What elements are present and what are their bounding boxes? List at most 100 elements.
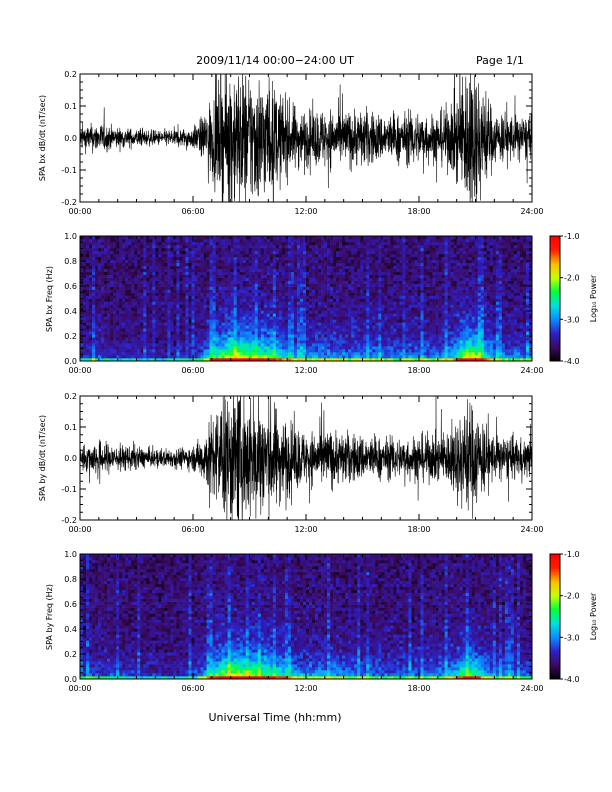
- spectrogram-cell: [290, 352, 295, 356]
- spectrogram-cell: [324, 250, 328, 255]
- spectrogram-cell: [233, 250, 237, 255]
- spectrogram-cell: [372, 236, 376, 240]
- spectrogram-cell: [215, 334, 219, 338]
- spectrogram-cell: [215, 274, 219, 278]
- spectrogram-cell: [327, 262, 331, 267]
- spectrogram-cell: [101, 274, 105, 278]
- spectrogram-cell: [263, 352, 268, 356]
- spectrogram-cell: [248, 325, 253, 329]
- spectrogram-cell: [257, 358, 262, 362]
- spectrogram-cell: [333, 247, 337, 252]
- spectrogram-cell: [336, 337, 340, 341]
- spectrogram-cell: [158, 292, 162, 296]
- spectrogram-cell: [155, 286, 159, 290]
- spectrogram-cell: [417, 340, 421, 344]
- spectrogram-cell: [351, 244, 355, 249]
- spectrogram-cell: [296, 340, 301, 344]
- spectrogram-cell: [287, 316, 292, 320]
- spectrogram-cell: [134, 355, 138, 359]
- spectrogram-cell: [411, 283, 415, 287]
- spectrogram-cell: [351, 304, 355, 308]
- spectrogram-cell: [101, 346, 105, 350]
- spectrogram-cell: [348, 307, 352, 311]
- spectrogram-cell: [360, 352, 364, 356]
- spectrogram-cell: [95, 319, 99, 323]
- spectrogram-cell: [158, 241, 162, 246]
- spectrogram-cell: [348, 298, 352, 302]
- spectrogram-cell: [360, 355, 364, 359]
- spectrogram-cell: [176, 236, 180, 240]
- spectrogram-cell: [393, 301, 397, 305]
- spectrogram-cell: [369, 322, 373, 326]
- spectrogram-cell: [348, 343, 352, 347]
- spectrogram-cell: [182, 236, 186, 240]
- spectrogram-cell: [318, 301, 322, 305]
- spectrogram-cell: [128, 236, 132, 240]
- spectrogram-cell: [158, 343, 162, 347]
- spectrogram-cell: [387, 236, 391, 240]
- spectrogram-cell: [293, 292, 298, 296]
- spectrogram-cell: [402, 349, 406, 353]
- spectrogram-cell: [197, 295, 201, 299]
- spectrogram-cell: [360, 322, 364, 326]
- spectrogram-cell: [194, 298, 198, 302]
- spectrogram-cell: [318, 349, 322, 353]
- spectrogram-cell: [260, 274, 265, 278]
- spectrogram-cell: [86, 358, 90, 362]
- spectrogram-cell: [405, 358, 409, 362]
- spectrogram-cell: [287, 283, 292, 287]
- spectrogram-cell: [396, 319, 400, 323]
- spectrogram-cell: [89, 304, 93, 308]
- spectrogram-cell: [423, 301, 427, 305]
- spectrogram-cell: [92, 241, 96, 246]
- spectrogram-cell: [179, 337, 183, 341]
- spectrogram-cell: [155, 256, 159, 261]
- spectrogram-cell: [203, 355, 207, 359]
- spectrogram-cell: [83, 289, 87, 293]
- spectrogram-cell: [351, 274, 355, 278]
- spectrogram-cell: [260, 280, 265, 284]
- spectrogram-cell: [399, 265, 403, 270]
- spectrogram-cell: [324, 307, 328, 311]
- spectrogram-cell: [221, 271, 225, 275]
- spectrogram-cell: [131, 352, 135, 356]
- spectrogram-cell: [287, 259, 292, 264]
- spectrogram-cell: [254, 247, 259, 252]
- spectrogram-cell: [327, 337, 331, 341]
- spectrogram-cell: [191, 307, 195, 311]
- spectrogram-cell: [405, 283, 409, 287]
- spectrogram-cell: [263, 250, 268, 255]
- spectrogram-cell: [408, 259, 412, 264]
- spectrogram-cell: [366, 244, 370, 249]
- spectrogram-cell: [152, 334, 156, 338]
- spectrogram-cell: [107, 331, 111, 335]
- spectrogram-cell: [218, 289, 222, 293]
- spectrogram-cell: [236, 262, 240, 267]
- spectrogram-cell: [408, 358, 412, 362]
- spectrogram-cell: [116, 334, 120, 338]
- spectrogram-cell: [321, 280, 325, 284]
- spectrogram-cell: [272, 256, 277, 261]
- spectrogram-cell: [95, 241, 99, 246]
- spectrogram-cell: [390, 316, 394, 320]
- spectrogram-cell: [336, 286, 340, 290]
- spectrogram-cell: [306, 238, 310, 243]
- spectrogram-cell: [405, 328, 409, 332]
- spectrogram-cell: [330, 286, 334, 290]
- spectrogram-cell: [191, 310, 195, 314]
- spectrogram-cell: [330, 244, 334, 249]
- spectrogram-cell: [318, 241, 322, 246]
- spectrogram-cell: [263, 298, 268, 302]
- spectrogram-cell: [321, 301, 325, 305]
- spectrogram-cell: [411, 298, 415, 302]
- spectrogram-cell: [179, 256, 183, 261]
- spectrogram-cell: [345, 304, 349, 308]
- spectrogram-cell: [191, 349, 195, 353]
- spectrogram-cell: [191, 334, 195, 338]
- spectrogram-cell: [348, 349, 352, 353]
- spectrogram-cell: [170, 250, 174, 255]
- spectrogram-cell: [80, 355, 84, 359]
- spectrogram-cell: [315, 322, 319, 326]
- spectrogram-cell: [306, 295, 310, 299]
- spectrogram-cell: [95, 274, 99, 278]
